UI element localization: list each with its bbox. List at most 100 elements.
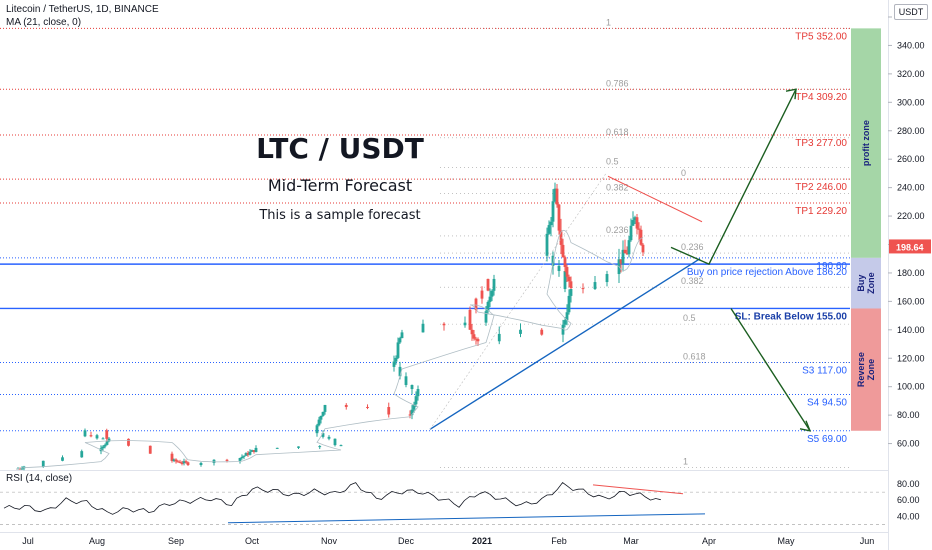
bearish-arrowhead [799,420,812,432]
candle-body [199,462,203,466]
bullish-arrowhead [785,88,797,100]
candle-body [569,288,573,296]
candle-body [565,312,569,321]
candle-body [627,240,631,255]
candle-body [105,441,109,445]
candle-body [565,267,569,277]
candle-body [339,445,343,447]
candle-body [486,278,490,291]
candle-body [563,320,567,325]
fib-label-6: 0.236 [606,225,629,235]
candle-body [394,357,398,362]
candle-body [170,453,174,461]
candle-body [488,296,492,302]
candle-body [95,435,99,439]
candle-body [442,323,446,326]
candle-body [625,253,629,255]
candle-body [593,282,597,290]
level-label-9: S4 94.50 [807,398,847,409]
y-tick-label-4: 120.00 [897,353,925,363]
zone-label-2: Reverse Zone [856,352,876,387]
rsi-divergence-line [592,484,684,495]
candle-body [631,220,635,226]
x-tick-label-4: Nov [321,536,338,546]
candle-body [387,407,391,415]
candle-body [184,461,188,463]
candle-body [472,334,476,339]
level-label-8: S3 117.00 [802,366,847,377]
candle-body [567,295,571,313]
candle-body [635,217,639,229]
fib-label-8: 0.382 [681,276,704,286]
candle-body [186,462,190,466]
y-tick-label-13: 300.00 [897,97,925,107]
candle-body [553,188,557,202]
candle-body [20,468,24,470]
candle-body [323,404,327,412]
candle-body [321,433,325,437]
y-tick-label-10: 240.00 [897,183,925,193]
candle-body [61,457,64,461]
candle-body [392,361,396,367]
candle-body [107,438,111,442]
y-tick-label-3: 100.00 [897,382,925,392]
candle-body [242,455,246,457]
y-tick-label-1: 60.00 [897,439,920,449]
symbol-legend[interactable]: Litecoin / TetherUS, 1D, BINANCE [6,4,159,15]
x-tick-label-7: Feb [551,536,567,546]
candle-body [561,244,565,258]
candle-body [639,229,643,245]
candle-body [421,323,425,333]
fib-label-3: 0.5 [606,157,619,167]
candle-body [176,461,180,463]
candle-body [41,460,45,467]
candle-body [486,301,490,312]
candle-body [321,411,325,416]
candle-body [414,396,418,405]
candle-body [545,233,549,256]
candle-body [297,446,300,448]
chart-annotation-subtitle: Mid-Term Forecast [267,176,413,195]
zone-0 [851,28,881,258]
level-label-4: TP1 229.20 [795,206,847,217]
ma-legend[interactable]: MA (21, close, 0) [6,17,82,28]
candle-body [474,298,478,310]
candle-body [180,462,184,464]
candle-body [172,459,176,461]
candle-body [80,451,84,458]
candle-body [540,329,544,335]
x-tick-label-6: 2021 [472,536,492,546]
candle-body [497,333,501,342]
candle-body [563,257,567,268]
x-tick-label-2: Sep [168,536,184,546]
candle-body [547,225,551,234]
candle-body [404,376,408,385]
candle-body [567,276,571,282]
candle-body [333,438,337,446]
candle-body [463,322,467,326]
candle-body [105,430,109,439]
currency-selector[interactable]: USDT [894,4,928,20]
candle-body [246,453,250,455]
candle-body [318,446,322,448]
candle-body [641,244,645,253]
zone-1 [851,257,881,309]
rsi-legend[interactable]: RSI (14, close) [6,473,73,484]
y-tick-label-5: 140.00 [897,325,925,335]
candle-body [252,450,256,452]
level-label-10: S5 69.00 [807,434,847,445]
candle-body [101,438,105,440]
candle-body [484,311,488,323]
level-label-2: TP3 277.00 [795,138,847,149]
candle-body [127,438,130,446]
candle-body [468,309,472,330]
y-tick-label-9: 220.00 [897,211,925,221]
chart-annotation-note: This is a sample forecast [259,208,421,223]
candle-body [344,404,348,407]
y-tick-label-12: 280.00 [897,126,925,136]
x-tick-label-10: May [777,536,795,546]
candle-body [555,188,559,205]
last-price-label: 198.64 [896,242,924,252]
candle-body [398,338,402,343]
